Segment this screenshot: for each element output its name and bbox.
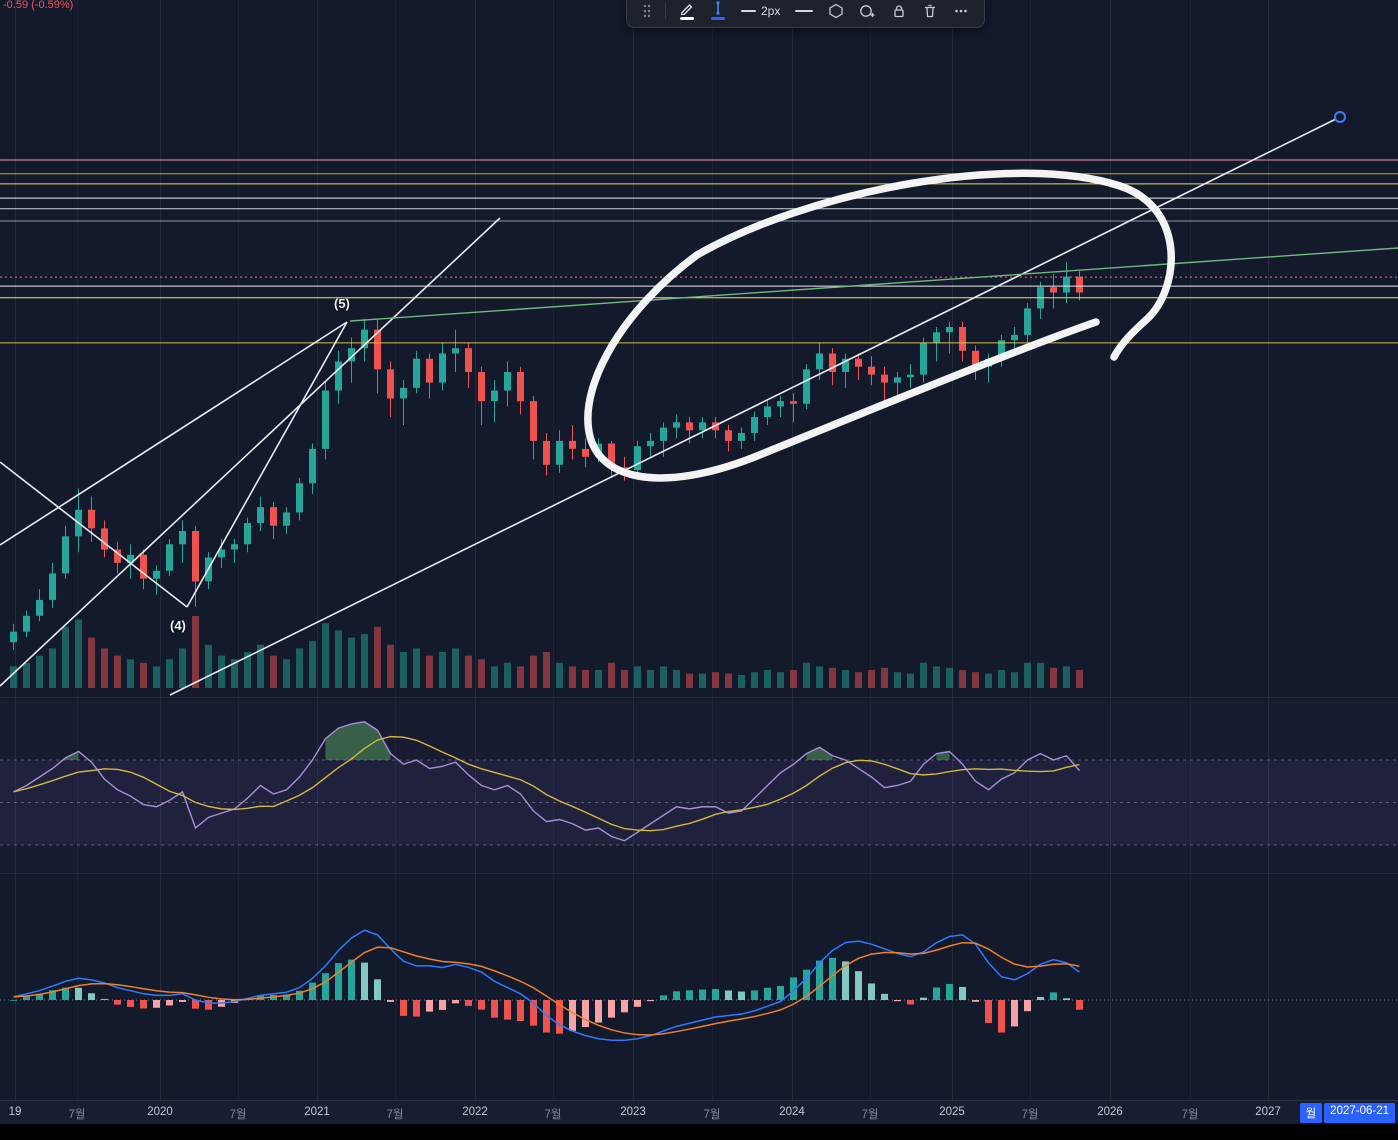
volume-series — [10, 616, 1083, 688]
rsi-ma-line — [13, 735, 1080, 832]
time-axis-label: 7월 — [1021, 1109, 1039, 1121]
candlestick-series — [10, 261, 1083, 651]
delete-button[interactable] — [917, 1, 943, 21]
crosshair-date: 2027-06-21 — [1324, 1103, 1395, 1123]
ellipse-annotation[interactable] — [584, 169, 1175, 482]
bottom-black-strip — [0, 1124, 1398, 1140]
settings-button[interactable] — [823, 1, 849, 21]
line-width-label: 2px — [761, 3, 781, 18]
pen-icon — [680, 4, 693, 15]
trend-line[interactable] — [169, 116, 1341, 696]
pen-color-button[interactable] — [674, 0, 700, 22]
crosshair-date-badge: 월 2027-06-21 — [1299, 1103, 1395, 1123]
line-color-button[interactable] — [705, 0, 731, 22]
more-button[interactable] — [948, 1, 974, 21]
time-axis-label: 2023 — [620, 1106, 646, 1118]
time-axis-label: 2025 — [939, 1106, 965, 1118]
line-style-icon — [795, 9, 814, 12]
time-axis[interactable]: 월 2027-06-21 19 7월 2020 7월 2021 7월 2022 7월 2023 7… — [0, 1100, 1398, 1124]
time-axis-label: 7월 — [861, 1109, 879, 1121]
time-axis-label: 2027 — [1255, 1106, 1281, 1118]
trend-line[interactable] — [0, 217, 501, 687]
drawing-toolbar: 2px — [626, 0, 986, 28]
time-axis-label: 7월 — [703, 1109, 721, 1121]
vertical-line-tool-icon — [716, 1, 720, 15]
time-axis-label: 7월 — [229, 1109, 247, 1121]
wave-4-label[interactable]: (4) — [170, 618, 186, 633]
time-axis-label: 2022 — [462, 1106, 488, 1118]
macd-signal-line — [13, 941, 1080, 1036]
line-color-swatch — [711, 17, 725, 20]
green-trend-line[interactable] — [349, 247, 1398, 322]
time-axis-label: 7월 — [1181, 1109, 1199, 1121]
lock-icon — [894, 4, 905, 17]
rsi-panel — [0, 721, 1398, 846]
time-axis-label: 7월 — [544, 1109, 562, 1121]
time-axis-label: 19 — [8, 1106, 22, 1118]
trend-line[interactable] — [0, 461, 188, 608]
time-axis-label: 2021 — [304, 1106, 330, 1118]
time-axis-label: 2026 — [1097, 1106, 1123, 1118]
lock-button[interactable] — [886, 1, 912, 21]
rsi-line — [13, 721, 1081, 842]
trendline-endpoint-handle[interactable] — [1334, 111, 1346, 123]
circle-plus-icon — [860, 4, 875, 17]
macd-panel — [0, 929, 1398, 1042]
drag-grip-icon — [643, 4, 651, 17]
line-width-button[interactable]: 2px — [736, 2, 785, 20]
trend-lines — [0, 116, 1398, 696]
pen-color-swatch — [680, 17, 694, 20]
trash-icon — [925, 4, 936, 17]
toolbar-drag-handle[interactable] — [637, 1, 657, 21]
clone-button[interactable] — [854, 1, 881, 21]
line-width-icon — [741, 9, 756, 12]
macd-line — [13, 929, 1080, 1042]
time-axis-label: 7월 — [386, 1109, 404, 1121]
hexagon-icon — [829, 3, 844, 18]
more-dots-icon — [955, 9, 968, 12]
time-axis-label: 2024 — [779, 1106, 805, 1118]
time-axis-label: 2020 — [147, 1106, 173, 1118]
toolbar-divider — [665, 2, 666, 19]
time-axis-label: 7월 — [68, 1109, 86, 1121]
wave-5-label[interactable]: (5) — [334, 296, 350, 311]
trend-line[interactable] — [186, 321, 348, 608]
line-style-button[interactable] — [790, 8, 818, 14]
symbol-change-legend: -0.59 (-0.59%) — [3, 0, 74, 11]
trend-line[interactable] — [0, 321, 348, 546]
interval-badge: 월 — [1299, 1103, 1323, 1123]
grid-lines — [0, 0, 1398, 1100]
